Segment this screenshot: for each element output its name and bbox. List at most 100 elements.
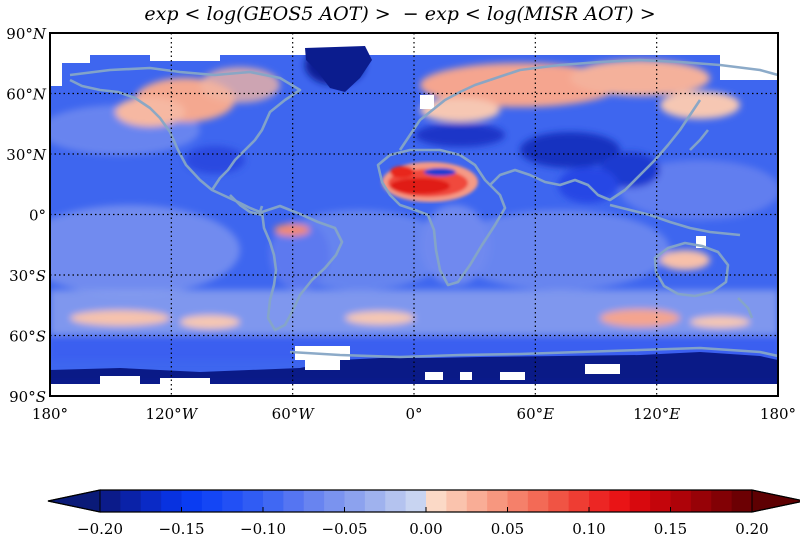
field-patch: [70, 310, 170, 326]
colorbar-low-extend: [47, 489, 101, 513]
colorbar-segment: [263, 490, 284, 512]
lat-tick-label: 60°N: [6, 86, 47, 104]
lon-tick-label: 60°W: [272, 405, 316, 423]
lat-tick-label: 60°S: [9, 328, 46, 346]
colorbar-segment: [487, 490, 509, 512]
field-patch: [600, 309, 680, 327]
coast-australia: [653, 241, 730, 298]
colorbar-segment: [181, 490, 203, 512]
lat-tick-label: 90°S: [9, 388, 46, 406]
colorbar-tick-label: 0.05: [491, 520, 524, 538]
colorbar-segment: [670, 490, 692, 512]
no-data-patch: [585, 364, 620, 374]
colorbar-tick-label: 0.10: [572, 520, 605, 538]
lon-tick-label: 120°W: [146, 405, 199, 423]
colorbar-segment: [446, 490, 468, 512]
sahara-hotspot-west: [390, 166, 414, 178]
colorbar-segment: [650, 490, 672, 512]
lon-tick-label: 60°E: [517, 405, 555, 423]
colorbar-segment: [405, 490, 427, 512]
no-data-patch: [100, 376, 140, 384]
colorbar-segment: [324, 490, 346, 512]
aot-difference-field: [50, 33, 778, 396]
colorbar-segment: [201, 490, 223, 512]
colorbar-tick-label: −0.10: [240, 520, 286, 538]
colorbar-segment: [527, 490, 549, 512]
greenland: [305, 46, 372, 92]
no-data-patch: [425, 372, 443, 380]
field-patch: [270, 220, 330, 290]
lon-tick-label: 0°: [405, 405, 422, 423]
colorbar-segment: [568, 490, 590, 512]
field-patch: [660, 91, 740, 119]
lat-tick-label: 30°S: [9, 267, 46, 285]
colorbar-segment: [344, 490, 366, 512]
no-data-patch: [460, 372, 472, 380]
coast-antarctica: [289, 346, 778, 359]
field-patch: [115, 97, 185, 127]
colorbar-segment: [364, 490, 386, 512]
coast-asia: [489, 58, 778, 202]
no-data-patch: [696, 236, 706, 248]
colorbar-segment: [140, 490, 162, 512]
field-patch: [420, 63, 620, 107]
coast-indonesia: [609, 203, 741, 237]
no-data-patch: [50, 33, 778, 55]
colorbar-tick-labels: −0.20 −0.15 −0.10 −0.05 0.00 0.05 0.10 0.15 0.20: [77, 520, 769, 538]
no-data-patches: [50, 33, 778, 396]
colorbar-segment: [120, 490, 142, 512]
no-data-patch: [305, 360, 340, 370]
colorbar-segment: [589, 490, 610, 512]
lat-tick-label: 30°N: [6, 146, 47, 164]
colorbar-tick-label: −0.15: [159, 520, 205, 538]
field-patch: [570, 60, 710, 96]
no-data-patch: [150, 55, 220, 61]
colorbar-segment: [711, 490, 733, 512]
colorbar-segment: [426, 490, 447, 512]
colorbar-segment: [548, 490, 570, 512]
coast-north-america: [69, 66, 302, 214]
field-patch: [520, 132, 620, 168]
no-data-patch: [500, 372, 525, 380]
colorbar-segment: [222, 490, 244, 512]
field-patch: [180, 315, 240, 329]
colorbar-tick-label: 0.00: [409, 520, 442, 538]
field-patch: [200, 67, 280, 103]
lon-tick-label: 180°: [32, 405, 68, 423]
coast-europe: [398, 78, 491, 151]
colorbar-segment: [242, 490, 264, 512]
sahara-hotspot-core: [390, 178, 450, 194]
colorbar: [47, 489, 800, 513]
lon-tick-label: 180°: [760, 405, 796, 423]
colorbar-tick-label: −0.05: [322, 520, 368, 538]
colorbar-segment: [303, 490, 325, 512]
colorbar-segment: [609, 490, 631, 512]
colorbar-tick-label: 0.20: [735, 520, 768, 538]
latitude-tick-labels: 90°N 60°N 30°N 0° 30°S 60°S 90°S: [6, 25, 47, 406]
lat-tick-label: 0°: [29, 207, 46, 225]
graticule: [50, 33, 778, 396]
coast-south-america: [260, 204, 344, 332]
coast-central-america: [229, 194, 263, 217]
colorbar-segment: [629, 490, 651, 512]
coast-japan: [689, 129, 710, 151]
field-patch: [274, 224, 310, 236]
colorbar-segment: [385, 490, 407, 512]
coast-new-zealand: [737, 297, 754, 319]
field-patch: [50, 205, 240, 295]
map-title: exp < log(GEOS5 AOT) > − exp < log(MISR …: [144, 3, 656, 25]
no-data-patch: [420, 95, 434, 109]
map-frame: [49, 32, 779, 397]
no-data-patch: [50, 56, 62, 86]
field-patch: [345, 311, 415, 325]
field-patch: [690, 316, 750, 328]
colorbar-segment: [100, 490, 121, 512]
colorbar-segment: [466, 490, 488, 512]
colorbar-tick-label: −0.20: [77, 520, 123, 538]
lat-tick-label: 90°N: [6, 25, 47, 43]
no-data-patch: [160, 378, 210, 384]
field-patch: [415, 123, 505, 147]
colorbar-segment: [283, 490, 305, 512]
colorbar-segment: [161, 490, 183, 512]
field-patch: [660, 250, 710, 270]
